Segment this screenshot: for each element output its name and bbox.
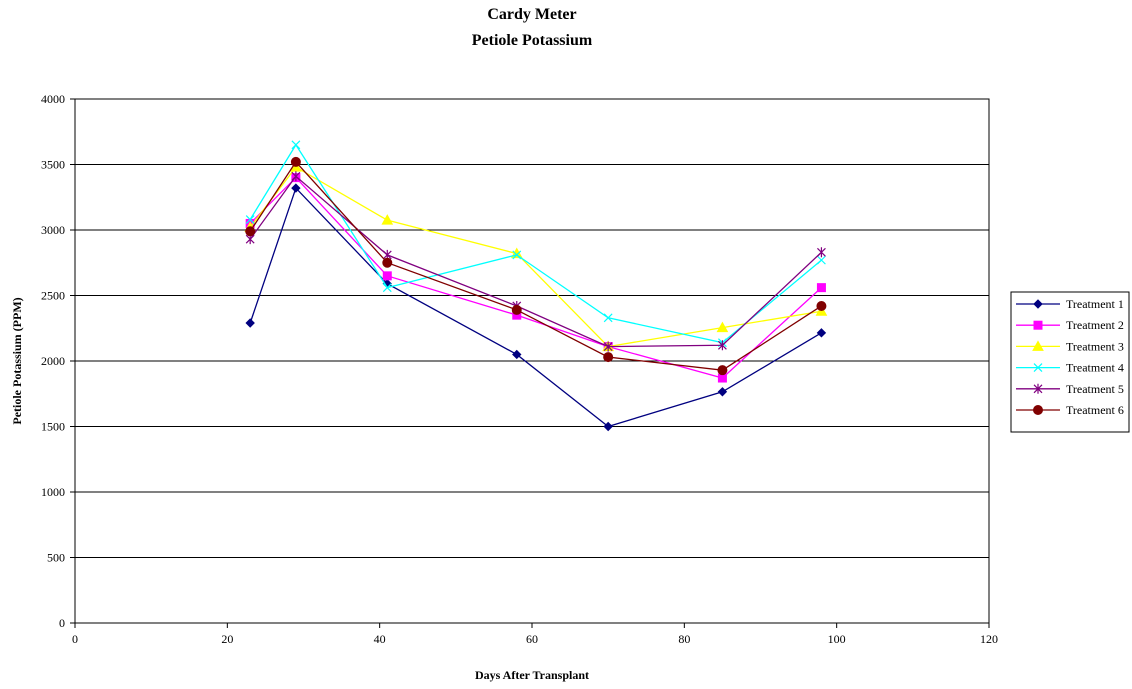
legend-item: Treatment 4 (1016, 361, 1124, 375)
legend-label: Treatment 5 (1066, 382, 1124, 396)
x-tick-label: 80 (678, 632, 690, 646)
data-point (291, 171, 301, 182)
legend-marker (1033, 383, 1043, 394)
y-tick-label: 0 (59, 616, 65, 630)
data-point (245, 318, 255, 328)
legend-item: Treatment 5 (1016, 382, 1124, 396)
data-point (245, 215, 255, 224)
legend-item: Treatment 3 (1016, 339, 1124, 353)
legend-item: Treatment 6 (1016, 403, 1124, 417)
data-point (290, 156, 301, 167)
data-point (512, 349, 522, 360)
legend-label: Treatment 4 (1066, 361, 1124, 375)
data-point (816, 300, 827, 311)
data-point (816, 328, 827, 338)
data-point (717, 373, 727, 383)
legend-label: Treatment 1 (1066, 297, 1124, 311)
x-axis-ticks: 0 20 40 60 80 100 120 (72, 623, 998, 646)
data-point (603, 421, 613, 432)
x-tick-label: 40 (374, 632, 386, 646)
legend-marker (1033, 299, 1043, 309)
data-point (381, 214, 394, 225)
data-point (817, 247, 826, 258)
legend-marker (1033, 405, 1043, 415)
data-point (291, 140, 301, 150)
data-point (816, 283, 826, 293)
data-point (716, 321, 729, 333)
legend-marker (1033, 363, 1043, 373)
legend-label: Treatment 3 (1066, 339, 1124, 353)
data-point (603, 352, 614, 363)
y-tick-label: 3500 (41, 158, 65, 172)
y-axis-ticks: 0 500 1000 1500 2000 2500 3000 3500 4000 (41, 92, 75, 630)
y-tick-label: 3000 (41, 223, 65, 237)
x-tick-label: 20 (221, 632, 233, 646)
legend-label: Treatment 2 (1066, 318, 1124, 332)
series-1 (245, 183, 827, 432)
legend: Treatment 1 Treatment 2 Treatment 3 Treatme… (1010, 291, 1130, 433)
data-point (717, 365, 728, 376)
legend-box (1010, 291, 1130, 433)
series-layer (244, 140, 828, 432)
chart-title: Cardy Meter (487, 6, 576, 23)
x-tick-label: 60 (526, 632, 538, 646)
y-tick-label: 4000 (41, 92, 65, 106)
y-tick-label: 2000 (41, 354, 65, 368)
data-point (382, 283, 392, 293)
x-tick-label: 120 (980, 632, 998, 646)
y-tick-label: 1000 (41, 485, 65, 499)
legend-marker (1032, 340, 1044, 351)
y-tick-label: 1500 (41, 420, 65, 434)
legend-item: Treatment 1 (1016, 297, 1124, 311)
x-tick-label: 0 (72, 632, 78, 646)
y-tick-label: 2500 (41, 289, 65, 303)
legend-item: Treatment 2 (1016, 318, 1124, 332)
chart-subtitle: Petiole Potassium (472, 32, 593, 49)
data-point (291, 183, 301, 193)
data-point (603, 341, 613, 352)
x-tick-label: 100 (828, 632, 846, 646)
data-point (512, 250, 522, 260)
y-tick-label: 500 (47, 551, 65, 565)
data-point (511, 304, 522, 315)
data-point (817, 255, 826, 265)
legend-marker (1033, 320, 1043, 330)
legend-label: Treatment 6 (1066, 403, 1124, 417)
y-axis-title: Petiole Potassium (PPM) (10, 297, 24, 424)
series-6 (245, 156, 827, 376)
data-point (382, 271, 392, 281)
data-point (717, 387, 728, 397)
data-point (603, 313, 613, 323)
x-axis-title: Days After Transplant (475, 668, 589, 682)
data-point (382, 257, 393, 268)
gridlines (75, 164, 989, 558)
data-point (245, 226, 256, 237)
data-point (717, 340, 727, 351)
